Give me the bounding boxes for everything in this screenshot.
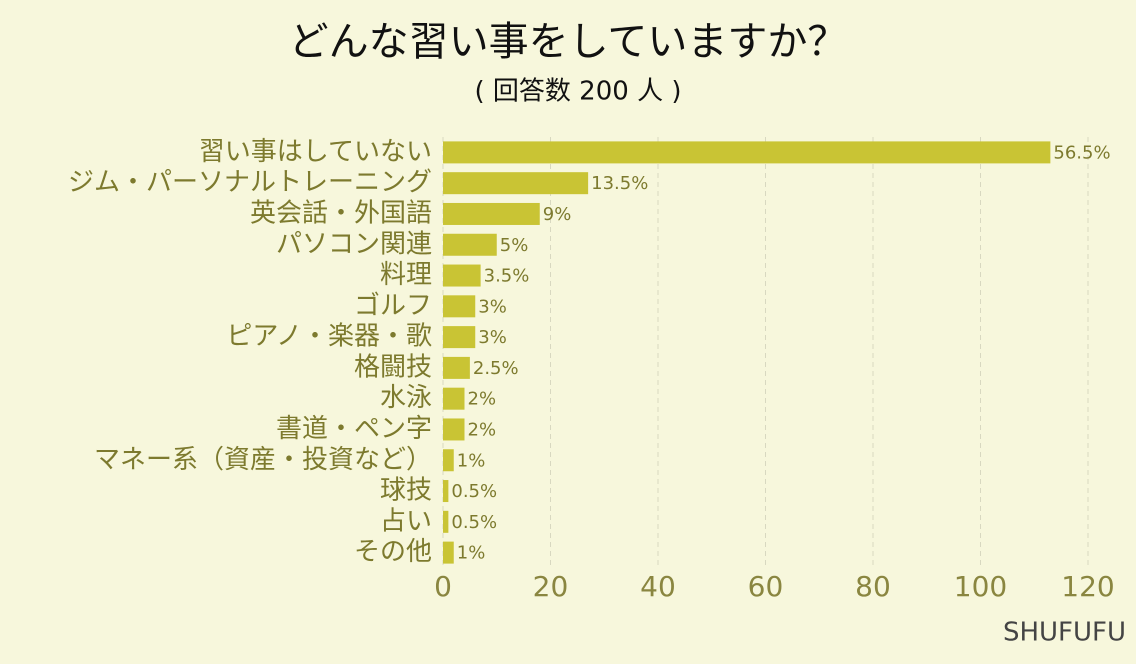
y-tick-label: 書道・ペン字 (276, 414, 432, 444)
value-label: 9% (543, 204, 572, 225)
y-tick-label: 格闘技 (354, 352, 432, 382)
bar (443, 202, 540, 225)
x-tick-label: 120 (1061, 570, 1114, 603)
bar (443, 418, 465, 441)
bar (443, 510, 449, 533)
value-label: 1% (457, 543, 486, 564)
value-label: 2% (468, 389, 497, 410)
chart-subtitle: ( 回答数 200 人 ) (475, 77, 682, 107)
x-tick-label: 40 (640, 570, 676, 603)
bar (443, 541, 454, 564)
x-tick-label: 100 (954, 570, 1007, 603)
x-tick-label: 0 (434, 570, 452, 603)
x-tick-label: 80 (855, 570, 891, 603)
value-label: 3% (478, 296, 507, 317)
y-tick-label: 英会話・外国語 (250, 198, 432, 228)
credit: SHUFUFU (1003, 618, 1126, 648)
value-label: 56.5% (1053, 142, 1110, 163)
chart-title: どんな習い事をしていますか？ (289, 19, 848, 65)
value-label: 0.5% (451, 512, 497, 533)
y-tick-label: その他 (354, 537, 432, 567)
y-tick-label: 料理 (380, 260, 432, 290)
bar (443, 295, 476, 318)
bar (443, 172, 589, 195)
y-tick-label: 習い事はしていない (199, 137, 432, 167)
value-label: 3.5% (484, 266, 530, 287)
bar (443, 480, 449, 503)
value-label: 1% (457, 450, 486, 471)
value-label: 2.5% (473, 358, 519, 379)
y-tick-label: 占い (380, 506, 432, 536)
x-tick-label: 60 (748, 570, 784, 603)
value-label: 3% (478, 327, 507, 348)
y-tick-label: パソコン関連 (276, 229, 432, 259)
x-tick-label: 20 (533, 570, 569, 603)
value-label: 5% (500, 235, 529, 256)
bar (443, 449, 454, 472)
bar (443, 356, 470, 379)
y-tick-label: ピアノ・楽器・歌 (226, 322, 432, 352)
value-label: 13.5% (591, 173, 648, 194)
value-label: 0.5% (451, 481, 497, 502)
y-tick-label: ゴルフ (354, 291, 432, 321)
bar (443, 141, 1051, 164)
y-tick-label: マネー系（資産・投資など） (94, 445, 432, 475)
y-tick-label: ジム・パーソナルトレーニング (68, 168, 432, 198)
y-tick-label: 球技 (380, 476, 432, 506)
bar (443, 233, 497, 256)
bar (443, 326, 476, 349)
bar (443, 387, 465, 410)
y-tick-label: 水泳 (380, 383, 432, 413)
value-label: 2% (468, 419, 497, 440)
bar (443, 264, 481, 287)
